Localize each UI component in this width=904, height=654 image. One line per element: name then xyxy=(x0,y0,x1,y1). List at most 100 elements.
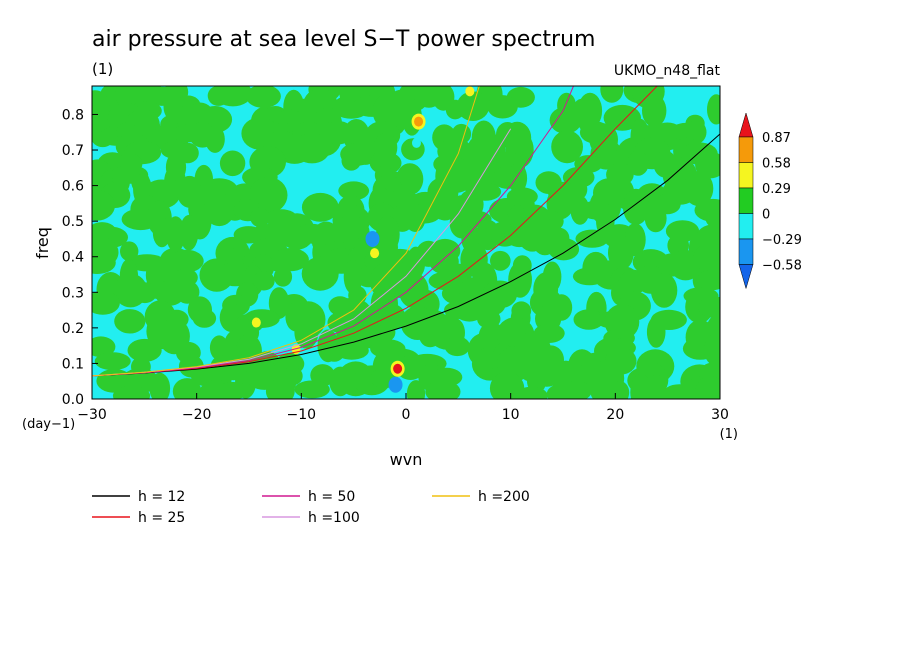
field-patch xyxy=(265,378,295,399)
colorbar-segment xyxy=(738,162,754,189)
hotspot xyxy=(411,137,421,148)
colorbar-label: 0.87 xyxy=(762,131,791,146)
field-patch xyxy=(114,309,146,334)
colorbar-segment xyxy=(738,187,754,214)
field-patch xyxy=(252,271,275,291)
field-patch xyxy=(338,181,370,201)
colorbar-label: 0.58 xyxy=(762,157,791,172)
y-axis-label: freq xyxy=(33,227,52,259)
hotspot xyxy=(436,219,446,230)
field-patch xyxy=(273,266,293,287)
field-patch xyxy=(175,280,200,304)
model-label: UKMO_n48_flat xyxy=(614,63,721,79)
y-tick-label: 0.2 xyxy=(62,321,84,337)
y-tick-label: 0.1 xyxy=(62,356,84,372)
field-patch xyxy=(245,86,281,108)
field-patch xyxy=(642,94,667,127)
colorbar-bottom-arrow xyxy=(738,264,754,290)
field-patch xyxy=(647,374,666,399)
field-patch xyxy=(205,125,225,153)
field-patch xyxy=(487,95,518,119)
field-patch xyxy=(92,251,116,274)
x-tick-label: 0 xyxy=(402,407,411,423)
field-patch xyxy=(179,214,199,251)
dispersion-curves xyxy=(92,86,720,377)
x-tick-label: −10 xyxy=(287,407,317,423)
field-patch xyxy=(451,290,488,322)
field-patch xyxy=(166,216,186,253)
field-patch xyxy=(683,170,714,207)
field-patch xyxy=(707,94,720,125)
heatmap-field xyxy=(92,86,720,399)
hotspot xyxy=(370,248,380,259)
field-patch xyxy=(404,203,426,232)
field-patch xyxy=(549,106,582,134)
field-patch xyxy=(92,336,116,358)
legend-label: h =100 xyxy=(308,510,360,526)
x-tick-label: −20 xyxy=(182,407,212,423)
y-tick-label: 0.0 xyxy=(62,392,84,408)
field-patch xyxy=(172,378,202,399)
hotspot xyxy=(393,363,403,374)
y-tick-label: 0.4 xyxy=(62,250,84,266)
field-patch xyxy=(650,273,678,308)
field-patch xyxy=(406,380,426,399)
x-axis-label: wvn xyxy=(390,450,423,469)
field-patch xyxy=(568,178,588,200)
colorbar: 0.87 0.58 0.29 0 −0.29 −0.58 xyxy=(738,112,802,290)
field-patch xyxy=(271,248,309,272)
field-patch xyxy=(293,133,331,164)
colorbar-label: −0.58 xyxy=(762,259,802,274)
legend-label: h = 25 xyxy=(138,510,185,526)
x-tick-label: −30 xyxy=(77,407,107,423)
y-axis-units: (day−1) xyxy=(22,417,75,432)
field-patch xyxy=(570,195,590,225)
legend-label: h = 12 xyxy=(138,489,185,505)
field-patch xyxy=(159,179,181,200)
field-patch xyxy=(622,188,650,225)
field-patch xyxy=(301,192,339,222)
field-patch xyxy=(490,250,511,271)
field-patch xyxy=(201,178,238,200)
y-tick-label: 0.6 xyxy=(62,179,84,195)
field-patch xyxy=(646,316,666,348)
field-patch xyxy=(112,386,151,399)
hotspot xyxy=(391,379,401,390)
field-patch xyxy=(217,382,249,399)
field-patch xyxy=(551,130,583,164)
x-axis-units: (1) xyxy=(720,427,738,442)
chart-title: air pressure at sea level S−T power spec… xyxy=(92,27,595,52)
field-patch xyxy=(630,374,653,399)
field-patch xyxy=(341,150,362,171)
field-patch xyxy=(425,380,461,399)
field-patch xyxy=(294,380,330,399)
colorbar-segment xyxy=(738,136,754,163)
field-patch xyxy=(694,375,720,399)
y-axis: 0.0 0.1 0.2 0.3 0.4 0.5 0.6 0.7 0.8 xyxy=(62,107,98,408)
colorbar-label: −0.29 xyxy=(762,233,802,248)
field-patch xyxy=(508,163,528,194)
field-patch xyxy=(213,86,253,107)
field-patch xyxy=(149,372,171,399)
colorbar-top-arrow xyxy=(738,112,754,138)
field-patch xyxy=(561,380,592,399)
hotspot xyxy=(368,233,378,244)
field-patch xyxy=(334,341,369,360)
x-axis: −30 −20 −10 0 10 20 30 xyxy=(77,393,729,423)
x-tick-label: 30 xyxy=(711,407,729,423)
field-patch xyxy=(489,371,525,399)
x-tick-label: 20 xyxy=(606,407,624,423)
field-patch xyxy=(92,291,120,315)
field-patch xyxy=(120,241,139,262)
chart-units: (1) xyxy=(92,60,113,78)
field-patch xyxy=(610,381,630,399)
hotspot xyxy=(465,86,475,97)
field-patch xyxy=(209,335,229,361)
series-line xyxy=(92,86,480,377)
legend-label: h =200 xyxy=(478,489,530,505)
field-patch xyxy=(396,163,424,196)
field-patch xyxy=(685,120,707,144)
field-patch xyxy=(514,386,548,399)
field-patch xyxy=(698,296,720,318)
